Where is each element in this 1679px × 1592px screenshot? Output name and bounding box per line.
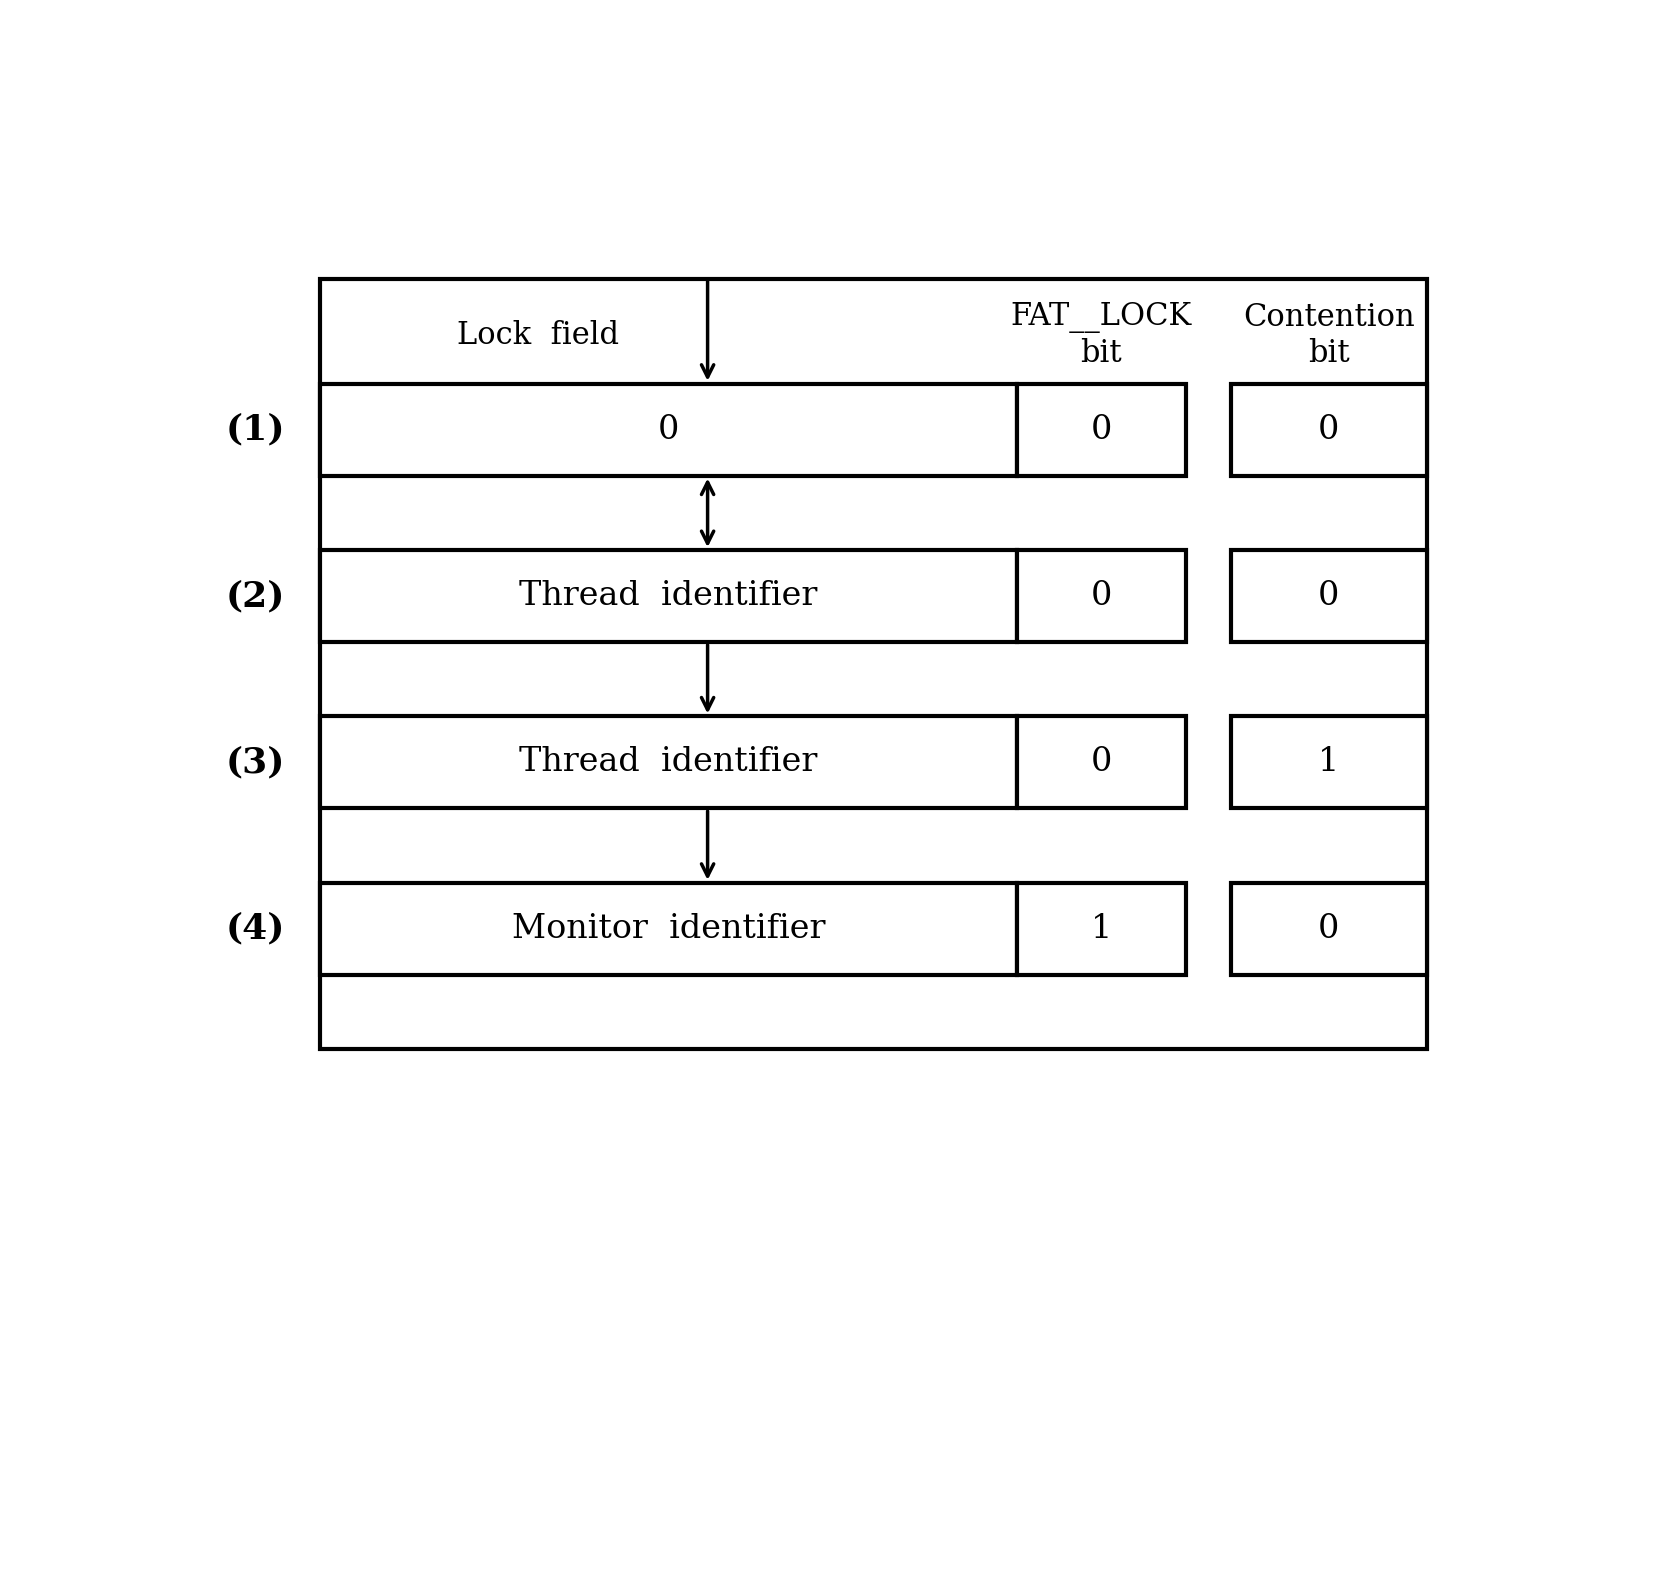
Text: 0: 0 — [1091, 579, 1111, 611]
Bar — [1017, 551, 1185, 642]
Bar — [321, 716, 1017, 809]
Text: Thread  identifier: Thread identifier — [519, 579, 818, 611]
Bar — [321, 279, 1427, 1049]
Text: 1: 1 — [1318, 747, 1340, 778]
Text: Thread  identifier: Thread identifier — [519, 747, 818, 778]
Text: FAT__LOCK
bit: FAT__LOCK bit — [1011, 302, 1192, 369]
Bar — [1017, 882, 1185, 974]
Bar — [1231, 716, 1427, 809]
Text: 0: 0 — [1091, 414, 1111, 446]
Text: 0: 0 — [1318, 912, 1340, 944]
Bar — [1017, 384, 1185, 476]
Text: Contention
bit: Contention bit — [1242, 302, 1415, 369]
Text: (3): (3) — [225, 745, 285, 780]
Bar — [321, 882, 1017, 974]
Bar — [1231, 384, 1427, 476]
Text: 0: 0 — [658, 414, 680, 446]
Text: Monitor  identifier: Monitor identifier — [512, 912, 826, 944]
Text: 0: 0 — [1091, 747, 1111, 778]
Bar — [321, 551, 1017, 642]
Text: (2): (2) — [225, 579, 285, 613]
Text: Lock  field: Lock field — [457, 320, 620, 350]
Bar — [1231, 551, 1427, 642]
Text: (4): (4) — [225, 912, 285, 946]
Text: 0: 0 — [1318, 579, 1340, 611]
Bar — [1231, 882, 1427, 974]
Text: (1): (1) — [225, 412, 285, 447]
Text: 1: 1 — [1091, 912, 1111, 944]
Text: 0: 0 — [1318, 414, 1340, 446]
Bar — [1017, 716, 1185, 809]
Bar — [321, 384, 1017, 476]
